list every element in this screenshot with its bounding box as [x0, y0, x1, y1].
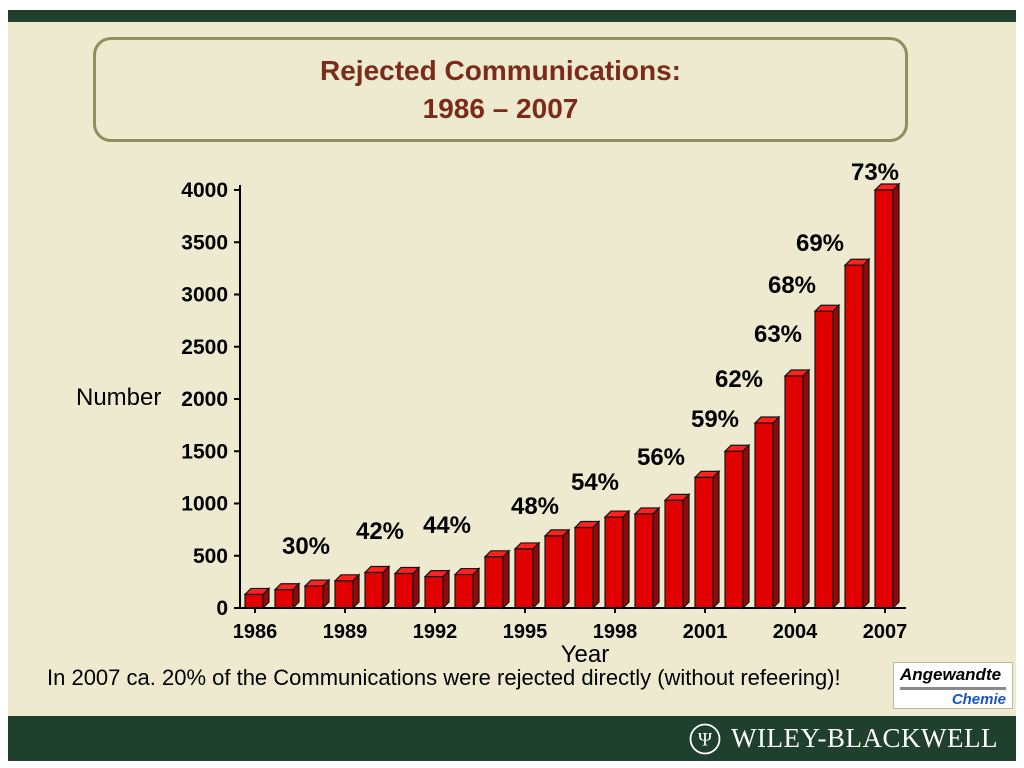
bottom-green-band: Ψ WILEY-BLACKWELL: [8, 716, 1016, 761]
slide-title-line1: Rejected Communications:: [320, 54, 681, 86]
angewandte-logo-rule: [900, 686, 1006, 690]
slide-title-line2: 1986 – 2007: [422, 92, 579, 124]
chemie-logo-text: Chemie: [951, 690, 1006, 708]
svg-text:Ψ: Ψ: [698, 729, 712, 750]
title-box: Rejected Communications: 1986 – 2007: [93, 37, 908, 142]
wiley-circle-icon: Ψ: [689, 723, 721, 754]
wiley-wordmark: WILEY-BLACKWELL: [731, 723, 998, 753]
angewandte-logo-text: Angewandte: [900, 665, 1002, 684]
footnote: In 2007 ca. 20% of the Communications we…: [47, 665, 841, 690]
angewandte-chemie-logo: Angewandte Chemie: [893, 662, 1013, 709]
y-axis-title: Number: [76, 384, 162, 411]
top-green-band: [8, 10, 1016, 22]
wiley-blackwell-logo: Ψ WILEY-BLACKWELL: [688, 722, 998, 756]
x-axis-title: Year: [560, 641, 610, 668]
